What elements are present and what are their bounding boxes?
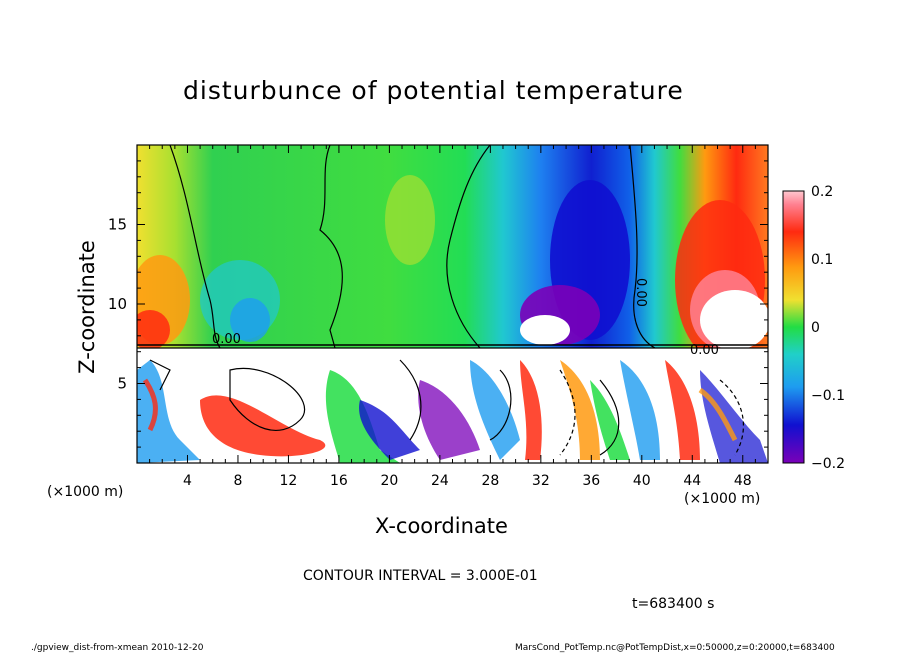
warm-core-left: [137, 310, 170, 350]
x-axis-ticks: 4 8 12 16 20 24 28 32 36 40 44 48: [149, 145, 756, 489]
x-tick-label: 32: [532, 473, 550, 489]
colorbar: [782, 190, 805, 464]
colorbar-ticks: 0.2 0.1 0 −0.1 −0.2: [811, 184, 845, 472]
chart-title: disturbunce of potential temperature: [183, 76, 684, 105]
white-patch-right: [700, 290, 768, 350]
x-unit-left: (×1000 m): [47, 484, 124, 500]
x-tick-label: 36: [582, 473, 600, 489]
colorbar-tick-label: 0.2: [811, 184, 833, 200]
y-tick-label: 5: [117, 375, 127, 393]
footer-right: MarsCond_PotTemp.nc@PotTempDist,x=0:5000…: [515, 643, 835, 653]
colorbar-tick-label: 0: [811, 320, 820, 336]
lower-turbulence: [137, 360, 768, 463]
contour-interval: CONTOUR INTERVAL = 3.000E-01: [303, 568, 538, 584]
heatmap-field: [137, 145, 768, 463]
y-axis-label: Z-coordinate: [75, 240, 99, 374]
x-tick-label: 12: [280, 473, 298, 489]
y-axis-ticks: 5 10 15: [108, 160, 768, 448]
x-unit-right: (×1000 m): [684, 491, 761, 507]
x-tick-label: 16: [330, 473, 348, 489]
x-tick-label: 44: [683, 473, 701, 489]
white-patch-mid: [520, 315, 570, 345]
x-tick-label: 24: [431, 473, 449, 489]
contour-label: 0.00: [690, 343, 719, 358]
contour-lines: [137, 145, 768, 456]
x-tick-label: 8: [233, 473, 242, 489]
time-label: t=683400 s: [632, 596, 715, 612]
x-tick-label: 20: [380, 473, 398, 489]
x-tick-label: 28: [481, 473, 499, 489]
colorbar-tick-label: 0.1: [811, 252, 833, 268]
cool-core-left: [230, 298, 270, 342]
colorbar-tick-label: −0.2: [811, 456, 845, 472]
colorbar-tick-label: −0.1: [811, 388, 845, 404]
y-tick-label: 15: [108, 216, 127, 234]
contour-label: 0.00: [633, 278, 648, 307]
footer-left: ./gpview_dist-from-xmean 2010-12-20: [31, 643, 204, 653]
yellow-blob-mid: [385, 175, 435, 265]
x-tick-label: 40: [633, 473, 651, 489]
y-tick-label: 10: [108, 295, 127, 313]
x-tick-label: 48: [734, 473, 752, 489]
x-axis-label: X-coordinate: [375, 514, 508, 538]
contour-label: 0.00: [212, 332, 241, 347]
x-tick-label: 4: [183, 473, 192, 489]
